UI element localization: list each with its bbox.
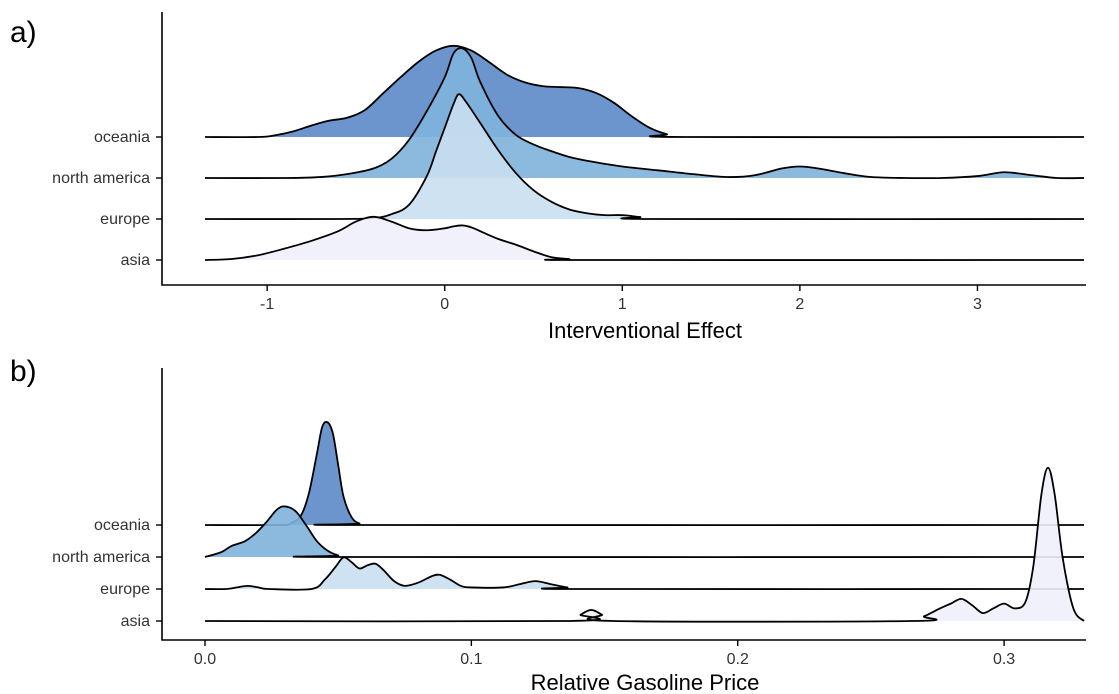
panel-a-category-label-oceania: oceania: [94, 129, 150, 146]
panel-b-category-label-oceania: oceania: [94, 517, 150, 534]
panel-a-category-label-north-america: north america: [52, 170, 150, 187]
panel-b-density-oceania: [205, 421, 1084, 526]
panel-a-category-label-asia: asia: [121, 252, 150, 269]
panel-a-density-outline-asia: [204, 215, 1085, 261]
panel-b-density-north-america: [205, 506, 1084, 558]
panel-a-density-europe: [205, 94, 1084, 220]
panel-a-density-oceania: [205, 45, 1084, 138]
panel-a-x-tick-label: 3: [973, 296, 982, 313]
panel-a-x-tick-label: 1: [618, 296, 627, 313]
panel-b-label: b): [10, 355, 37, 388]
panel-b-category-label-europe: europe: [100, 581, 150, 598]
panel-b: b) asia europe north america oceania 0.0 0.1…: [10, 355, 1086, 694]
panel-a-category-labels: asia europe north america oceania: [52, 129, 162, 269]
panel-b-density-outline-north-america: [204, 505, 1085, 559]
panel-b-density-europe: [205, 557, 1084, 590]
panel-b-x-tick-label: 0.0: [194, 651, 216, 668]
panel-a-density-outline-oceania: [204, 44, 1085, 139]
panel-b-x-ticks: 0.0 0.1 0.2 0.3: [194, 640, 1015, 668]
panel-b-category-labels: asia europe north america oceania: [52, 517, 162, 630]
panel-a-ridges: [204, 44, 1085, 261]
panel-b-density-outline-asia: [204, 466, 1085, 623]
panel-b-ridges: [204, 420, 1085, 623]
panel-a-x-tick-label: 2: [795, 296, 804, 313]
panel-a-x-ticks: -1 0 1 2 3: [260, 285, 982, 313]
panel-a-density-north-america: [205, 48, 1084, 179]
panel-a-axes: [161, 12, 1086, 286]
panel-b-x-tick-label: 0.1: [460, 651, 482, 668]
panel-a-category-label-europe: europe: [100, 211, 150, 228]
panel-a-label: a): [10, 16, 37, 49]
panel-b-density-outline-europe: [204, 556, 1085, 591]
panel-a-density-outline-north-america: [204, 47, 1085, 180]
panel-b-x-axis-title: Relative Gasoline Price: [531, 670, 760, 694]
panel-b-axes: [161, 368, 1086, 641]
panel-b-x-tick-label: 0.3: [993, 651, 1015, 668]
panel-a-density-outline-europe: [204, 93, 1085, 221]
panel-a: a) asia europe north america oceania -1 0 1 2 3…: [10, 12, 1086, 343]
panel-b-category-label-asia: asia: [121, 613, 150, 630]
panel-a-density-asia: [205, 216, 1084, 261]
panel-a-x-tick-label: -1: [260, 296, 274, 313]
panel-a-x-tick-label: 0: [440, 296, 449, 313]
panel-b-x-tick-label: 0.2: [727, 651, 749, 668]
panel-a-x-axis-title: Interventional Effect: [548, 318, 742, 343]
panel-b-category-label-north-america: north america: [52, 549, 150, 566]
